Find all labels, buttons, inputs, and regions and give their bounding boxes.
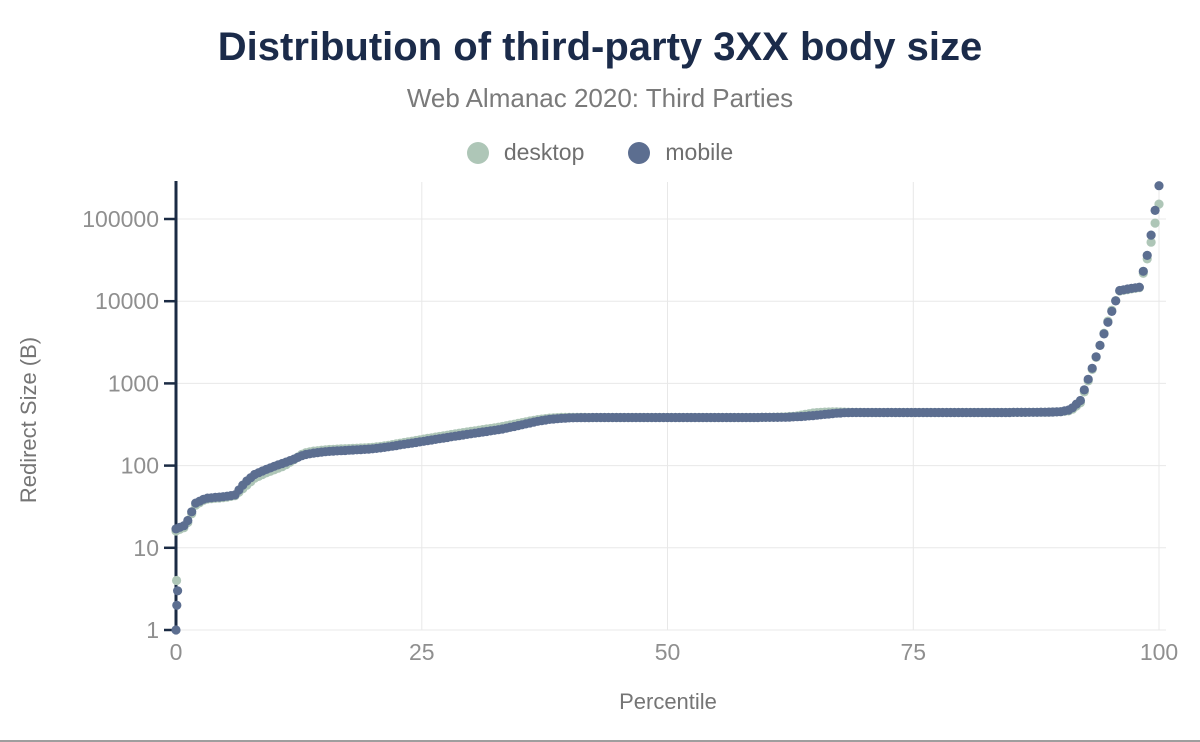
data-point-mobile bbox=[1146, 230, 1156, 240]
bottom-divider bbox=[0, 740, 1200, 742]
x-axis-title: Percentile bbox=[619, 689, 717, 714]
data-point-desktop bbox=[1150, 218, 1160, 228]
data-point-mobile bbox=[1083, 374, 1093, 384]
y-tick-label: 100 bbox=[121, 453, 159, 479]
legend-label-mobile: mobile bbox=[665, 139, 734, 165]
data-point-mobile bbox=[1138, 266, 1148, 276]
x-tick-label: 0 bbox=[170, 639, 183, 665]
legend-item-desktop[interactable]: desktop bbox=[466, 139, 585, 166]
y-tick-label: 1 bbox=[146, 617, 159, 643]
data-point-mobile bbox=[187, 507, 197, 517]
legend-label-desktop: desktop bbox=[503, 139, 585, 165]
chart-header: Distribution of third-party 3XX body siz… bbox=[0, 0, 1200, 114]
mobile-series-swatch-icon bbox=[628, 141, 651, 164]
data-point-mobile bbox=[1142, 250, 1152, 260]
data-point-mobile bbox=[1095, 340, 1105, 350]
data-point-mobile bbox=[1111, 296, 1121, 306]
x-tick-label: 100 bbox=[1140, 639, 1178, 665]
y-tick-label: 100000 bbox=[82, 206, 159, 232]
data-point-mobile bbox=[1134, 282, 1144, 292]
y-axis-title: Redirect Size (B) bbox=[16, 337, 41, 503]
chart-subtitle: Web Almanac 2020: Third Parties bbox=[406, 83, 794, 113]
legend: desktop mobile bbox=[0, 139, 1200, 166]
data-point-mobile bbox=[1099, 329, 1109, 339]
data-point-mobile bbox=[1075, 395, 1085, 406]
data-point-mobile bbox=[1091, 352, 1101, 362]
data-point-mobile bbox=[1150, 205, 1160, 215]
data-point-mobile bbox=[171, 625, 181, 635]
chart-title: Distribution of third-party 3XX body siz… bbox=[217, 25, 983, 69]
x-tick-label: 75 bbox=[901, 639, 927, 665]
data-point-desktop bbox=[172, 575, 182, 586]
data-point-mobile bbox=[172, 600, 182, 610]
x-tick-label: 50 bbox=[655, 639, 681, 665]
data-point-mobile bbox=[1154, 181, 1164, 191]
desktop-series-swatch-icon bbox=[466, 141, 489, 164]
data-point-mobile bbox=[1079, 385, 1089, 395]
x-tick-label: 25 bbox=[409, 639, 435, 665]
y-tick-label: 1000 bbox=[108, 370, 159, 396]
y-tick-label: 10 bbox=[133, 535, 159, 561]
data-point-mobile bbox=[1103, 317, 1113, 327]
data-point-mobile bbox=[173, 586, 183, 596]
data-point-mobile bbox=[183, 515, 193, 526]
data-point-mobile bbox=[1087, 363, 1097, 373]
legend-item-mobile[interactable]: mobile bbox=[628, 139, 733, 166]
y-tick-label: 10000 bbox=[95, 288, 159, 314]
data-point-desktop bbox=[1146, 237, 1156, 247]
data-point-mobile bbox=[1107, 306, 1117, 316]
